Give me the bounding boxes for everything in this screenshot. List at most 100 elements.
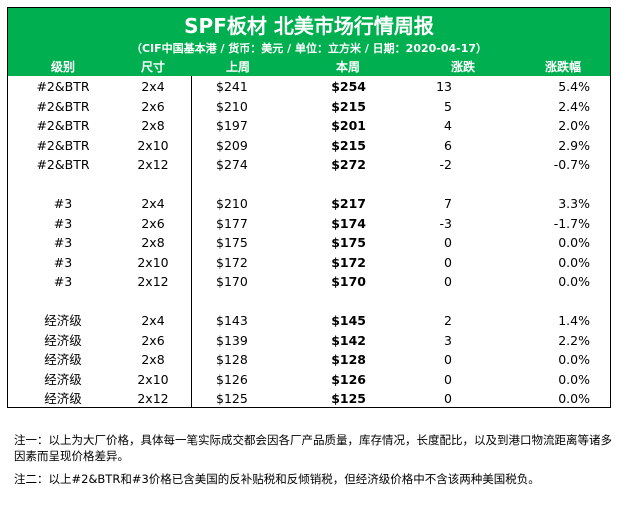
grade-cell: #3 (53, 254, 73, 270)
change-cell: 3 (444, 332, 452, 348)
change-pct-cell: 0.0% (558, 371, 590, 387)
change-cell: 6 (444, 137, 452, 153)
this-week-cell: $125 (331, 391, 366, 406)
change-cell: 13 (436, 79, 452, 94)
report-subtitle: （CIF中国基本港 / 货币：美元 / 单位：立方米 / 日期：2020-04-… (130, 42, 488, 55)
note-2: 注二：以上#2&BTR和#3价格已含美国的反补贴税和反倾销税，但经济级价格中不含… (14, 472, 540, 486)
this-week-cell: $126 (331, 371, 366, 387)
grade-cell: 经济级 (44, 371, 82, 387)
grade-cell: #3 (53, 274, 73, 289)
size-cell: 2x12 (137, 274, 169, 289)
report-table: SPF板材 北美市场行情周报 （CIF中国基本港 / 货币：美元 / 单位：立方… (7, 7, 611, 408)
this-week-cell: $128 (331, 352, 366, 367)
change-cell: -3 (439, 215, 452, 231)
table-row: #3 2x12 $170 $170 0 0.0% (8, 272, 610, 291)
change-cell: 2 (444, 313, 452, 328)
col-header-size: 尺寸 (140, 60, 165, 74)
change-pct-cell: 0.0% (558, 352, 590, 367)
grade-cell: #3 (53, 235, 73, 250)
this-week-cell: $145 (331, 313, 366, 328)
last-week-cell: $177 (216, 215, 248, 231)
table-row: 经济级 2x4 $143 $145 2 1.4% (8, 311, 610, 330)
change-pct-cell: 0.0% (558, 391, 590, 406)
table-row: #3 2x6 $177 $174 -3 -1.7% (8, 214, 610, 233)
size-cell: 2x12 (137, 391, 169, 406)
last-week-cell: $126 (216, 371, 248, 387)
table-row: 经济级 2x8 $128 $128 0 0.0% (8, 350, 610, 369)
col-header-grade: 级别 (50, 60, 75, 74)
change-pct-cell: 2.9% (558, 137, 590, 153)
change-pct-cell: 0.0% (558, 274, 590, 289)
last-week-cell: $209 (216, 137, 248, 153)
column-divider (191, 76, 192, 407)
size-cell: 2x6 (141, 215, 165, 231)
last-week-cell: $125 (216, 391, 248, 406)
size-cell: 2x4 (141, 196, 165, 211)
table-row: #2&BTR 2x10 $209 $215 6 2.9% (8, 136, 610, 155)
change-cell: 7 (444, 196, 452, 211)
size-cell: 2x4 (141, 313, 165, 328)
col-header-change: 涨跌 (450, 60, 475, 74)
change-pct-cell: 2.0% (558, 118, 590, 133)
report-header: SPF板材 北美市场行情周报 （CIF中国基本港 / 货币：美元 / 单位：立方… (8, 8, 610, 76)
change-cell: 0 (444, 274, 452, 289)
grade-cell: #2&BTR (36, 118, 90, 133)
size-cell: 2x10 (137, 137, 169, 153)
change-cell: 0 (444, 391, 452, 406)
note-1: 注一：以上为大厂价格，具体每一笔实际成交都会因各厂产品质量，库存情况，长度配比，… (14, 433, 612, 463)
last-week-cell: $143 (216, 313, 248, 328)
last-week-cell: $170 (216, 274, 248, 289)
this-week-cell: $172 (331, 254, 366, 270)
table-row: 经济级 2x12 $125 $125 0 0.0% (8, 389, 610, 408)
grade-cell: 经济级 (44, 391, 82, 406)
table-row: #3 2x8 $175 $175 0 0.0% (8, 233, 610, 252)
this-week-cell: $201 (331, 118, 366, 133)
change-cell: 0 (444, 235, 452, 250)
change-pct-cell: -0.7% (553, 157, 590, 172)
this-week-cell: $254 (331, 79, 366, 94)
this-week-cell: $142 (331, 332, 366, 348)
last-week-cell: $175 (216, 235, 248, 250)
table-row: #3 2x10 $172 $172 0 0.0% (8, 253, 610, 272)
grade-cell: #2&BTR (36, 98, 90, 114)
change-pct-cell: 5.4% (558, 79, 590, 94)
change-pct-cell: 1.4% (558, 313, 590, 328)
grade-cell: #3 (53, 196, 73, 211)
size-cell: 2x6 (141, 332, 165, 348)
table-header: 级别 尺寸 上周 本周 涨跌 涨跌幅 (8, 59, 610, 76)
this-week-cell: $175 (331, 235, 366, 250)
size-cell: 2x8 (141, 352, 165, 367)
last-week-cell: $210 (216, 98, 248, 114)
grade-cell: #2&BTR (36, 137, 90, 153)
grade-cell: #2&BTR (36, 157, 90, 172)
change-cell: 4 (444, 118, 452, 133)
table-row: #2&BTR 2x6 $210 $215 5 2.4% (8, 97, 610, 116)
this-week-cell: $215 (331, 98, 366, 114)
grade-cell: 经济级 (44, 313, 82, 328)
change-pct-cell: 2.4% (558, 98, 590, 114)
change-cell: 0 (444, 352, 452, 367)
table-row: #2&BTR 2x4 $241 $254 13 5.4% (8, 77, 610, 96)
size-cell: 2x8 (141, 235, 165, 250)
grade-cell: 经济级 (44, 332, 82, 348)
col-header-this-week: 本周 (335, 60, 360, 74)
size-cell: 2x10 (137, 371, 169, 387)
change-pct-cell: 0.0% (558, 254, 590, 270)
table-row: 经济级 2x6 $139 $142 3 2.2% (8, 331, 610, 350)
this-week-cell: $215 (331, 137, 366, 153)
last-week-cell: $241 (216, 79, 248, 94)
report-title: SPF板材 北美市场行情周报 (184, 14, 434, 38)
last-week-cell: $128 (216, 352, 248, 367)
this-week-cell: $217 (331, 196, 366, 211)
grade-cell: #3 (53, 215, 73, 231)
last-week-cell: $210 (216, 196, 248, 211)
size-cell: 2x8 (141, 118, 165, 133)
grade-cell: #2&BTR (36, 79, 90, 94)
change-cell: -2 (439, 157, 452, 172)
table-row: #2&BTR 2x12 $274 $272 -2 -0.7% (8, 155, 610, 174)
size-cell: 2x10 (137, 254, 169, 270)
change-pct-cell: 0.0% (558, 235, 590, 250)
change-pct-cell: 2.2% (558, 332, 590, 348)
this-week-cell: $170 (331, 274, 366, 289)
last-week-cell: $139 (216, 332, 248, 348)
